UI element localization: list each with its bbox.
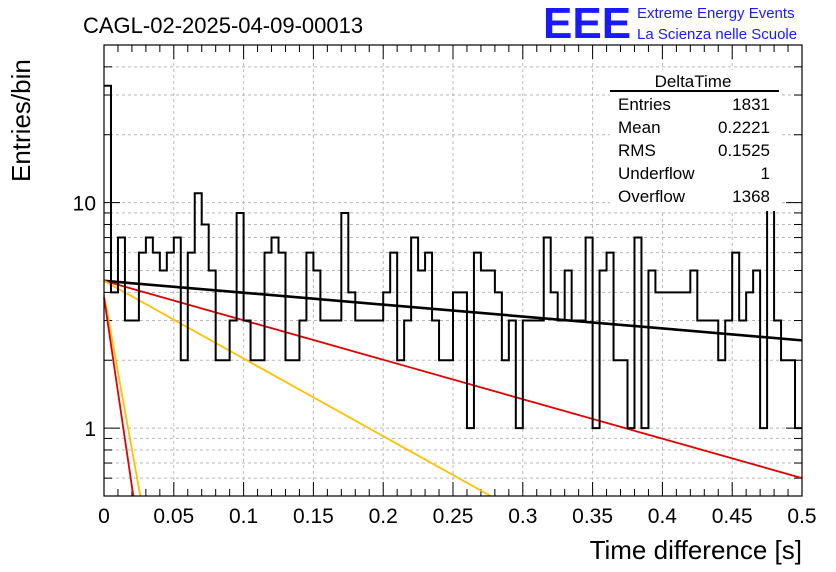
x-tick-label: 0.15 (293, 505, 334, 528)
x-tick-label: 0.4 (648, 505, 678, 528)
stats-label-mean: Mean (618, 118, 661, 137)
stats-value-mean: 0.2221 (718, 118, 770, 137)
stats-label-underflow: Underflow (618, 164, 695, 183)
stats-value-underflow: 1 (761, 164, 770, 183)
x-tick-label: 0 (98, 505, 110, 528)
fit-curve-2 (103, 279, 803, 480)
stats-title: DeltaTime (655, 72, 732, 91)
x-axis-label: Time difference [s] (590, 535, 802, 565)
stats-label-rms: RMS (618, 141, 656, 160)
stats-value-rms: 0.1525 (718, 141, 770, 160)
y-tick-label: 1 (84, 418, 96, 441)
y-axis-label: Entries/bin (6, 59, 36, 182)
stats-label-entries: Entries (618, 95, 671, 114)
fit-curve-5 (103, 297, 135, 497)
stats-box: DeltaTime Entries 1831 Mean 0.2221 RMS 0.1525… (610, 70, 779, 211)
x-tick-label: 0.1 (229, 505, 258, 528)
stats-label-overflow: Overflow (618, 187, 686, 206)
histogram-step-line (104, 84, 802, 430)
x-tick-label: 0.35 (572, 505, 613, 528)
x-tick-label: 0.3 (508, 505, 537, 528)
fit-curve-4 (103, 294, 142, 497)
y-tick-label: 10 (73, 193, 96, 216)
x-tick-label: 0.5 (787, 505, 816, 528)
x-tick-label: 0.25 (433, 505, 474, 528)
run-title: CAGL-02-2025-04-09-00013 (83, 13, 363, 38)
logo-subtitle-line1: Extreme Energy Events (637, 5, 795, 22)
x-tick-label: 0.45 (712, 505, 753, 528)
logo-subtitle-line2: La Scienza nelle Scuole (637, 26, 797, 43)
axis-ticks: 0 0.05 0.1 0.15 0.2 0.25 0.3 0.35 0.4 0.45 0.5 1 10 (73, 44, 817, 528)
stats-value-overflow: 1368 (732, 187, 770, 206)
stats-value-entries: 1831 (732, 95, 770, 114)
fit-curve-3 (103, 280, 492, 497)
histogram (104, 84, 802, 430)
plot-frame (103, 44, 803, 497)
x-tick-label: 0.2 (369, 505, 398, 528)
x-tick-label: 0.05 (153, 505, 194, 528)
eee-logo-icon: EEE (543, 0, 631, 48)
